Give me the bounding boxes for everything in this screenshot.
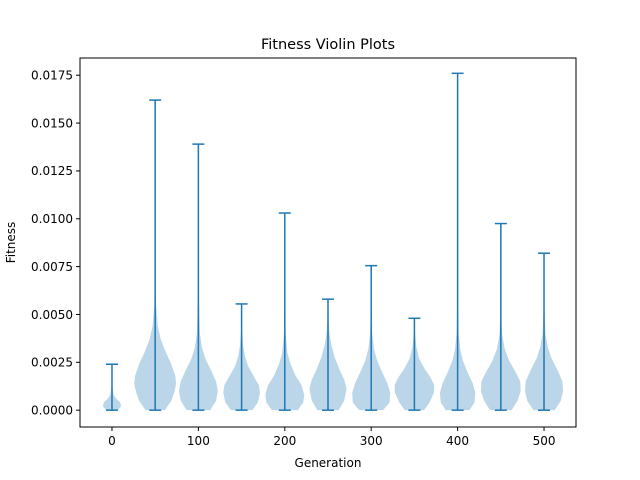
plot-area-frame	[79, 57, 577, 428]
x-tick-label: 500	[533, 434, 556, 448]
violin-extrema-lines	[105, 72, 551, 411]
y-tick-label: 0.0075	[31, 260, 73, 274]
y-tick-label: 0.0000	[31, 403, 73, 417]
x-tick-label: 300	[360, 434, 383, 448]
x-tick-label: 400	[446, 434, 469, 448]
y-tick-label: 0.0125	[31, 164, 73, 178]
y-tick-label: 0.0150	[31, 116, 73, 130]
y-axis-ticks: 0.0000 0.0025 0.0050 0.0075 0.0100 0.0125 0.01…	[31, 69, 80, 417]
chart-title: Fitness Violin Plots	[261, 37, 395, 53]
y-tick-label: 0.0100	[31, 212, 73, 226]
y-tick-label: 0.0025	[31, 356, 73, 370]
x-axis-title: Generation	[295, 456, 362, 470]
x-axis-ticks: 0 100 200 300 400 500	[108, 427, 555, 448]
violin-bodies	[102, 73, 564, 411]
x-tick-label: 0	[108, 434, 116, 448]
y-axis-title: Fitness	[4, 222, 18, 264]
x-tick-label: 100	[187, 434, 210, 448]
x-tick-label: 200	[273, 434, 296, 448]
y-tick-label: 0.0175	[31, 69, 73, 83]
y-tick-label: 0.0050	[31, 308, 73, 322]
